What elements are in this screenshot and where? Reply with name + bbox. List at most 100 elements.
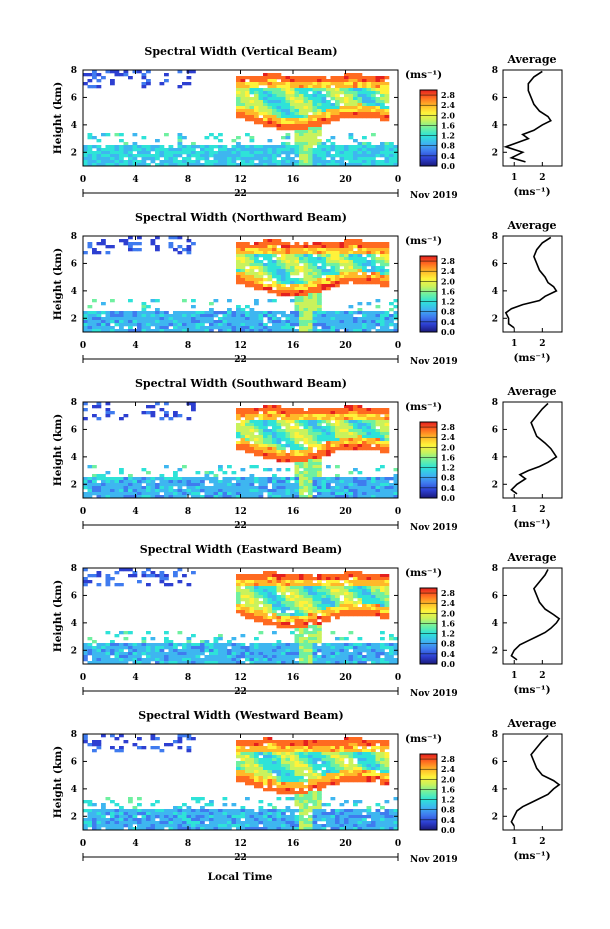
heatmap-cell <box>267 450 273 454</box>
heatmap-cell <box>317 248 322 252</box>
heatmap-cell <box>344 163 349 167</box>
heatmap-cell <box>128 655 133 659</box>
heatmap-cell <box>344 643 349 647</box>
heatmap-cell <box>249 595 255 599</box>
heatmap-cell <box>186 583 192 587</box>
heatmap-cell <box>281 311 286 315</box>
heatmap-cell <box>339 601 345 605</box>
heatmap-cell <box>218 465 223 469</box>
heatmap-cell <box>308 329 313 333</box>
heatmap-cell <box>150 320 156 324</box>
heatmap-cell <box>222 652 228 656</box>
heatmap-cell <box>344 73 349 77</box>
heatmap-cell <box>272 601 277 605</box>
heatmap-cell <box>299 450 304 454</box>
heatmap-cell <box>281 453 286 457</box>
heatmap-cell <box>128 245 133 249</box>
heatmap-cell <box>362 142 367 146</box>
heatmap-cell <box>375 486 381 490</box>
heatmap-cell <box>119 812 124 816</box>
heatmap-cell <box>254 604 259 608</box>
heatmap-cell <box>105 329 111 333</box>
heatmap-cell <box>375 655 381 659</box>
heatmap-cell <box>272 652 277 656</box>
heatmap-cell <box>281 263 286 267</box>
heatmap-cell <box>299 76 304 80</box>
heatmap-cell <box>380 429 385 433</box>
heatmap-cell <box>114 70 120 74</box>
colorbar-tick-label: 0.4 <box>441 151 455 161</box>
heatmap-cell <box>114 661 120 665</box>
heatmap-cell <box>258 260 264 264</box>
heatmap-cell <box>317 646 322 650</box>
heatmap-cell <box>339 269 345 273</box>
x-tick-label: 0 <box>395 673 401 683</box>
heatmap-cell <box>267 658 273 662</box>
heatmap-cell <box>294 124 300 128</box>
heatmap-cell <box>339 251 345 255</box>
heatmap-cell <box>110 661 115 665</box>
avg-y-tick-label: 4 <box>492 619 498 629</box>
heatmap-cell <box>195 486 201 490</box>
heatmap-cell <box>222 326 228 330</box>
heatmap-cell <box>344 592 349 596</box>
heatmap-cell <box>105 408 111 412</box>
heatmap-cell <box>249 148 255 152</box>
heatmap-cell <box>357 435 363 439</box>
heatmap-cell <box>267 646 273 650</box>
heatmap-cell <box>155 236 160 240</box>
heatmap-cell <box>177 580 183 584</box>
heatmap-cell <box>321 320 327 324</box>
heatmap-cell <box>281 622 286 626</box>
heatmap-cell <box>146 658 151 662</box>
heatmap-cell <box>254 85 259 89</box>
heatmap-cell <box>276 598 282 602</box>
heatmap-cell <box>105 646 111 650</box>
heatmap-cell <box>294 574 300 578</box>
heatmap-cell <box>344 604 349 608</box>
heatmap-cell <box>173 314 178 318</box>
heatmap-cell <box>375 323 381 327</box>
heatmap-cell <box>254 82 259 86</box>
heatmap-cell <box>303 414 309 418</box>
heatmap-cell <box>339 411 345 415</box>
heatmap-cell <box>281 655 286 659</box>
heatmap-cell <box>240 157 246 161</box>
heatmap-cell <box>119 133 124 137</box>
heatmap-cell <box>290 112 295 116</box>
heatmap-cell <box>335 423 340 427</box>
heatmap-cell <box>281 414 286 418</box>
y-tick-label: 6 <box>71 93 77 103</box>
heatmap-cell <box>96 79 102 83</box>
heatmap-cell <box>254 314 259 318</box>
heatmap-cell <box>317 607 322 611</box>
heatmap-cell <box>137 320 142 324</box>
heatmap-cell <box>186 655 192 659</box>
heatmap-cell <box>164 163 169 167</box>
heatmap-cell <box>195 329 201 333</box>
heatmap-cell <box>308 474 313 478</box>
heatmap-cell <box>299 580 304 584</box>
heatmap-cell <box>213 136 219 140</box>
heatmap-cell <box>312 489 318 493</box>
heatmap-cell <box>380 91 385 95</box>
heatmap-cell <box>141 320 147 324</box>
heatmap-cell <box>353 613 358 617</box>
heatmap-cell <box>294 420 300 424</box>
heatmap-cell <box>240 308 246 312</box>
heatmap-cell <box>353 106 358 110</box>
heatmap-cell <box>393 305 399 309</box>
heatmap-cell <box>290 441 295 445</box>
heatmap-cell <box>159 646 165 650</box>
avg-y-tick-label: 6 <box>492 259 498 269</box>
heatmap-cell <box>330 613 336 617</box>
heatmap-cell <box>276 311 282 315</box>
heatmap-cell <box>321 658 327 662</box>
heatmap-cell <box>254 429 259 433</box>
heatmap-cell <box>389 483 394 487</box>
heatmap-cell <box>231 649 237 653</box>
heatmap-cell <box>344 441 349 445</box>
heatmap-cell <box>357 637 363 641</box>
heatmap-cell <box>83 402 88 406</box>
heatmap-cell <box>344 281 349 285</box>
